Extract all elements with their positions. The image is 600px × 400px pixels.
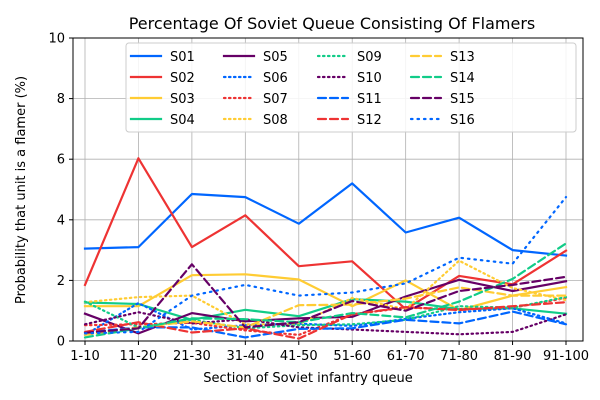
x-tick-label: 21-30 <box>173 349 211 364</box>
series-line-s11 <box>83 310 568 339</box>
chart-title: Percentage Of Soviet Queue Consisting Of… <box>129 14 536 33</box>
x-tick-label: 41-50 <box>280 349 318 364</box>
legend-label-s15: S15 <box>450 92 475 107</box>
x-axis-ticks: 1-10 11-20 21-30 31-40 41-50 51-60 61-70 71-80 8… <box>70 341 589 364</box>
y-axis-ticks: 0 2 4 6 8 10 <box>48 32 73 350</box>
legend-label-s09: S09 <box>357 50 382 65</box>
y-tick-label: 8 <box>57 92 65 107</box>
legend-label-s05: S05 <box>263 50 288 65</box>
series-line-s16 <box>83 196 568 335</box>
legend-label-s12: S12 <box>357 113 382 128</box>
x-tick-label: 11-20 <box>120 349 158 364</box>
legend-label-s11: S11 <box>357 92 382 107</box>
plot-frame <box>72 37 584 342</box>
x-tick-label: 61-70 <box>387 349 425 364</box>
legend-label-s03: S03 <box>170 92 195 107</box>
x-tick-label: 71-80 <box>440 349 478 364</box>
x-tick-label: 91-100 <box>543 349 589 364</box>
x-tick-label: 31-40 <box>226 349 264 364</box>
legend-label-s16: S16 <box>450 113 475 128</box>
series-line-s02 <box>83 157 568 311</box>
legend-label-s13: S13 <box>450 50 475 65</box>
series-lines <box>83 157 568 340</box>
legend-box <box>125 42 577 133</box>
legend-label-s14: S14 <box>450 71 475 86</box>
legend-label-s01: S01 <box>170 50 195 65</box>
legend: S01 S02 S03 S04 S05 S06 S07 S08 S09 S10 S11 S12 S13 S… <box>125 42 577 133</box>
series-line-s06 <box>83 302 568 336</box>
x-tick-label: 1-10 <box>70 349 100 364</box>
legend-label-s07: S07 <box>263 92 288 107</box>
series-line-s15 <box>83 263 568 334</box>
series-line-s01 <box>83 182 568 257</box>
series-line-s14 <box>83 242 568 339</box>
series-line-s09 <box>83 296 568 330</box>
series-line-s10 <box>83 311 568 336</box>
legend-label-s06: S06 <box>263 71 288 86</box>
legend-label-s02: S02 <box>170 71 195 86</box>
legend-label-s08: S08 <box>263 113 288 128</box>
x-tick-label: 81-90 <box>494 349 532 364</box>
y-tick-label: 10 <box>48 32 65 47</box>
legend-label-s10: S10 <box>357 71 382 86</box>
series-line-s13 <box>83 286 568 336</box>
y-tick-label: 0 <box>57 335 65 350</box>
y-axis-label: Probability that unit is a flamer (%) <box>14 76 29 304</box>
series-line-s03 <box>83 273 568 312</box>
y-tick-label: 4 <box>57 213 65 228</box>
y-tick-label: 2 <box>57 274 65 289</box>
series-line-s12 <box>83 301 568 340</box>
x-tick-label: 51-60 <box>333 349 371 364</box>
x-axis-label: Section of Soviet infantry queue <box>203 371 412 386</box>
legend-label-s04: S04 <box>170 113 195 128</box>
y-tick-label: 6 <box>57 153 65 168</box>
